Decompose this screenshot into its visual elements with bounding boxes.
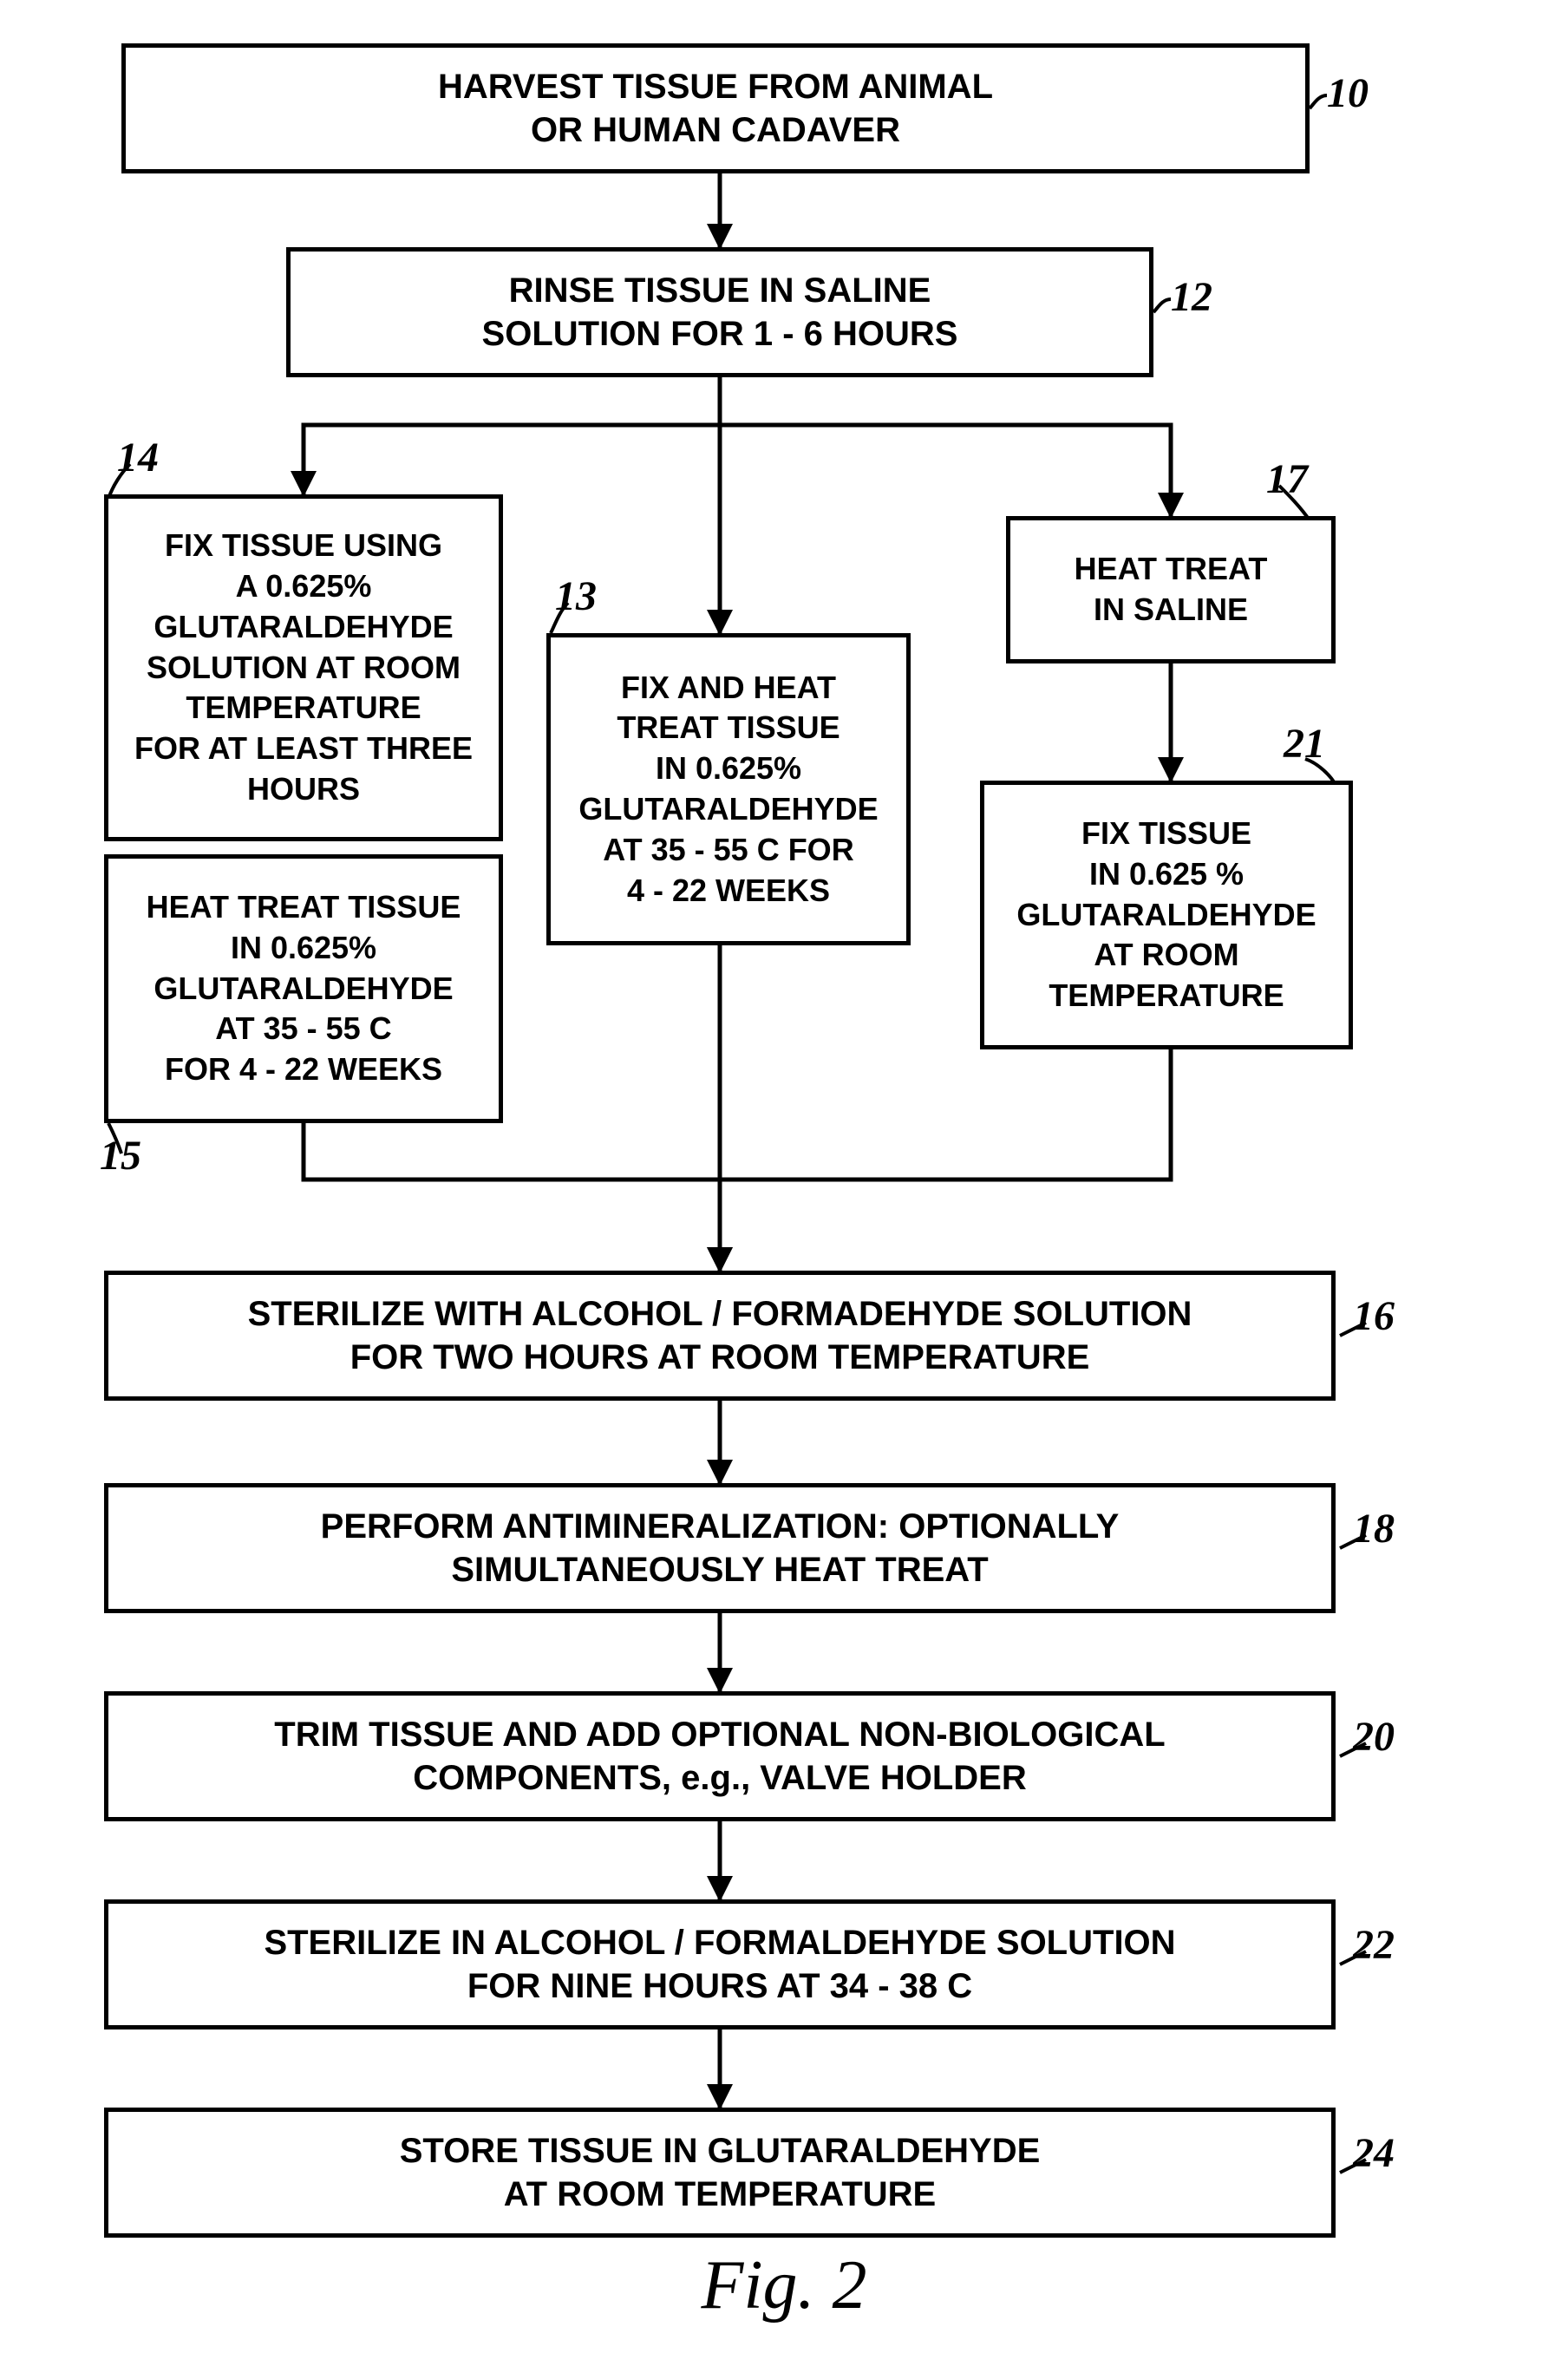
- ref-label-17: 17: [1266, 455, 1308, 503]
- step-24: STORE TISSUE IN GLUTARALDEHYDEAT ROOM TE…: [104, 2108, 1336, 2238]
- ref-label-10: 10: [1327, 69, 1369, 117]
- figure-caption: Fig. 2: [701, 2246, 866, 2325]
- step-10: HARVEST TISSUE FROM ANIMALOR HUMAN CADAV…: [121, 43, 1310, 173]
- ref-label-14: 14: [117, 434, 159, 481]
- step-15: HEAT TREAT TISSUEIN 0.625%GLUTARALDEHYDE…: [104, 854, 503, 1123]
- ref-label-22: 22: [1353, 1921, 1395, 1969]
- step-22: STERILIZE IN ALCOHOL / FORMALDEHYDE SOLU…: [104, 1899, 1336, 2029]
- step-21: FIX TISSUEIN 0.625 %GLUTARALDEHYDEAT ROO…: [980, 781, 1353, 1049]
- ref-label-21: 21: [1284, 720, 1325, 768]
- step-16: STERILIZE WITH ALCOHOL / FORMADEHYDE SOL…: [104, 1271, 1336, 1401]
- flowchart-container: HARVEST TISSUE FROM ANIMALOR HUMAN CADAV…: [26, 26, 1542, 2327]
- step-13: FIX AND HEATTREAT TISSUEIN 0.625%GLUTARA…: [546, 633, 911, 945]
- ref-label-20: 20: [1353, 1713, 1395, 1761]
- ref-label-16: 16: [1353, 1292, 1395, 1340]
- ref-label-18: 18: [1353, 1505, 1395, 1552]
- step-12: RINSE TISSUE IN SALINESOLUTION FOR 1 - 6…: [286, 247, 1153, 377]
- ref-label-12: 12: [1171, 273, 1212, 321]
- step-18: PERFORM ANTIMINERALIZATION: OPTIONALLYSI…: [104, 1483, 1336, 1613]
- step-20: TRIM TISSUE AND ADD OPTIONAL NON-BIOLOGI…: [104, 1691, 1336, 1821]
- step-14: FIX TISSUE USINGA 0.625%GLUTARALDEHYDESO…: [104, 494, 503, 841]
- ref-label-24: 24: [1353, 2129, 1395, 2177]
- ref-label-15: 15: [100, 1132, 141, 1180]
- step-17: HEAT TREATIN SALINE: [1006, 516, 1336, 663]
- ref-label-13: 13: [555, 572, 597, 620]
